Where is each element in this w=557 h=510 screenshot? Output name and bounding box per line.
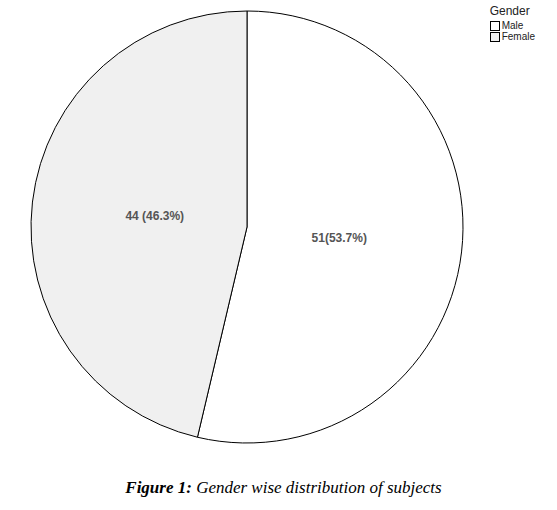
svg-text:51(53.7%): 51(53.7%) bbox=[312, 231, 367, 245]
html-text:Male: Male bbox=[501, 20, 524, 31]
html-text:Gender: Gender bbox=[489, 4, 530, 18]
html-text:Figure 1: Gender wise distribu: Figure 1: Gender wise distribution of su… bbox=[125, 478, 442, 497]
svg-text:44 (46.3%): 44 (46.3%) bbox=[125, 209, 184, 223]
html-text:Female: Female bbox=[501, 31, 535, 42]
